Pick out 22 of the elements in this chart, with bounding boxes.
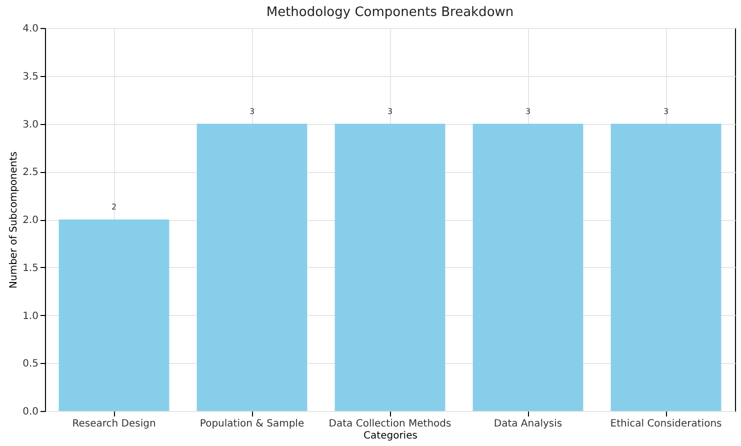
y-tick-label: 3.5 [22,71,38,82]
y-tick-label: 4.0 [22,24,38,34]
y-tick-label: 1.5 [22,262,38,274]
x-tick-label: Data Collection Methods [328,418,452,430]
x-tick-label: Population & Sample [200,418,304,430]
y-tick-label: 0.5 [22,358,38,370]
y-tick-label: 1.0 [22,310,38,322]
data-label: 3 [663,106,669,116]
y-tick-label: 2.0 [22,215,38,226]
y-tick-label: 2.5 [22,167,38,178]
x-axis-title: Categories [364,430,418,442]
y-axis-title: Number of Subcomponents [8,152,20,288]
y-tick-label: 3.0 [22,119,38,130]
data-label: 3 [525,106,531,116]
y-tick-label: 0.0 [22,406,38,418]
x-tick-label: Research Design [72,418,156,430]
x-tick-label: Data Analysis [494,418,562,430]
x-tick-label: Ethical Considerations [610,418,722,430]
data-label: 2 [111,202,117,212]
chart-title: Methodology Components Breakdown [266,5,514,20]
data-label: 3 [249,106,255,116]
data-label: 3 [387,106,393,116]
